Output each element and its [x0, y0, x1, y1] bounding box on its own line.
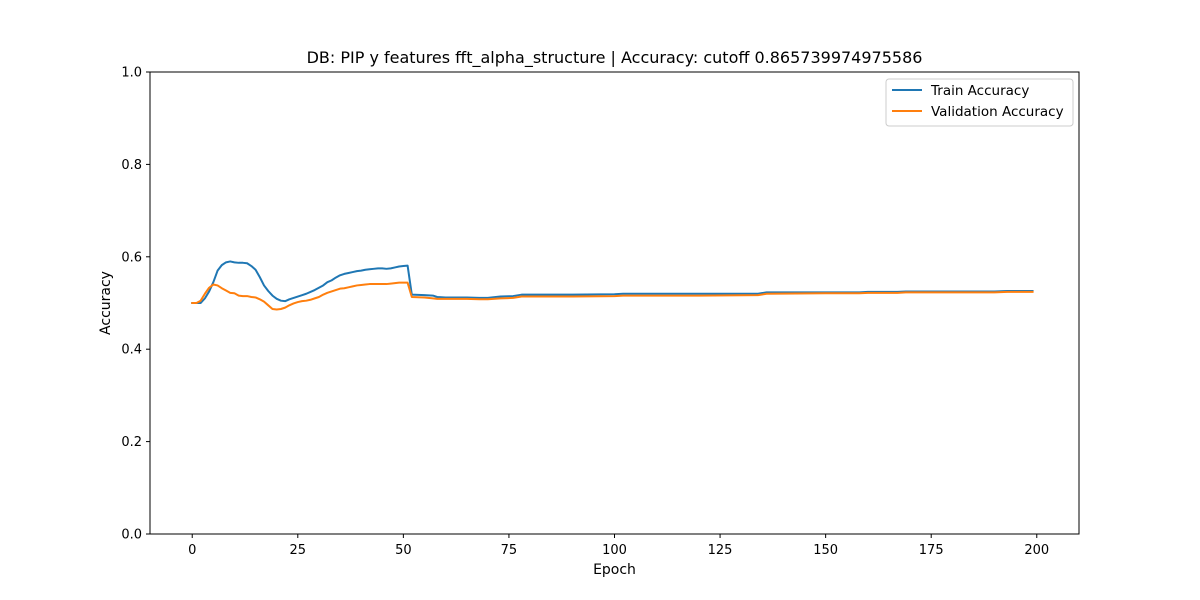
x-tick-label: 175: [919, 543, 944, 558]
y-tick-label: 0.6: [121, 250, 142, 265]
x-tick-label: 75: [501, 543, 518, 558]
y-tick-label: 0.2: [121, 435, 142, 450]
x-tick-label: 0: [188, 543, 196, 558]
legend: Train Accuracy Validation Accuracy: [885, 78, 1074, 127]
chart-title: DB: PIP y features fft_alpha_structure |…: [307, 48, 923, 68]
y-axis-label: Accuracy: [98, 271, 114, 335]
series-line-train-accuracy: [191, 260, 1034, 304]
x-axis-label: Epoch: [593, 562, 636, 578]
legend-label: Validation Accuracy: [931, 104, 1064, 120]
y-tick-label: 1.0: [121, 66, 142, 81]
y-tick-label: 0.4: [121, 343, 142, 358]
x-tick-label: 200: [1024, 543, 1049, 558]
legend-box: [885, 78, 1074, 127]
y-tick-label: 0.8: [121, 158, 142, 173]
x-tick-label: 100: [602, 543, 627, 558]
y-axis: 0.0 0.2 0.4 0.6 0.8 1.0: [121, 66, 150, 543]
x-tick-label: 25: [290, 543, 307, 558]
x-tick-label: 150: [813, 543, 838, 558]
series-line-validation-accuracy: [191, 281, 1034, 311]
plot-frame: [149, 71, 1080, 535]
plot-area: [149, 71, 1080, 535]
x-tick-label: 125: [708, 543, 733, 558]
y-tick-label: 0.0: [121, 528, 142, 543]
x-axis: 0 25 50 75 100 125 150 175 200: [188, 534, 1049, 558]
x-tick-label: 50: [395, 543, 412, 558]
legend-label: Train Accuracy: [930, 83, 1029, 99]
